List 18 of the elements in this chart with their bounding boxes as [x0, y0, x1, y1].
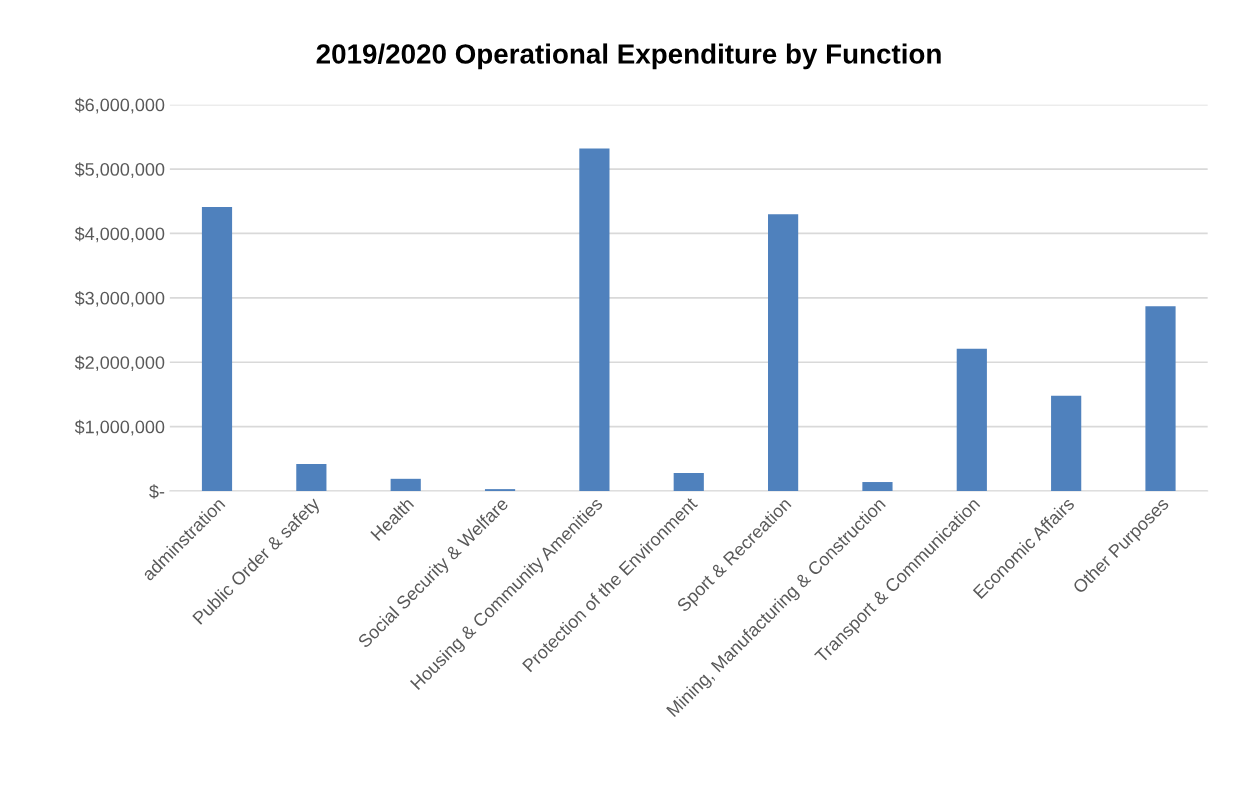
y-tick-label: $2,000,000 [74, 355, 165, 372]
chart-title: 2019/2020 Operational Expenditure by Function [316, 43, 941, 70]
y-tick-label: $1,000,000 [74, 419, 165, 436]
bar [296, 464, 327, 492]
y-tick-label: $5,000,000 [74, 162, 165, 178]
bar [862, 482, 893, 492]
y-tick-label: $3,000,000 [74, 291, 165, 307]
bar [201, 207, 233, 492]
y-tick-label: $6,000,000 [74, 97, 165, 114]
bar [673, 473, 704, 492]
bar [768, 214, 799, 492]
bar [1051, 395, 1082, 492]
bar [390, 478, 421, 492]
bar [1145, 306, 1176, 492]
bar [956, 348, 987, 492]
y-tick-label: $- [149, 484, 165, 499]
y-tick-label: $4,000,000 [74, 226, 165, 243]
bar [579, 148, 610, 492]
